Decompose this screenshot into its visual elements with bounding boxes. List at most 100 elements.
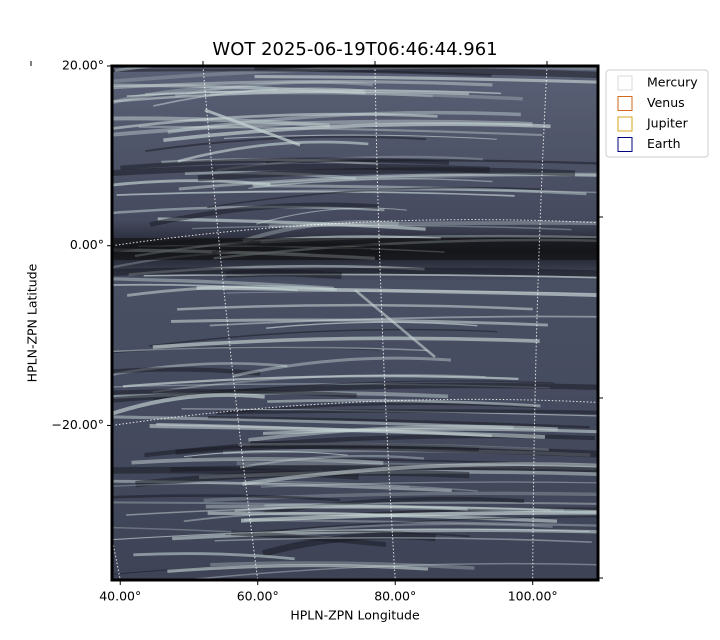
x-tick-label: 40.00°	[99, 589, 141, 604]
chart-title: WOT 2025-06-19T06:46:44.961	[212, 39, 497, 60]
streak	[244, 518, 598, 527]
streak	[112, 163, 490, 177]
y-tick-label: −20.00°	[51, 417, 104, 432]
streak	[205, 504, 598, 514]
x-axis-label: HPLN-ZPN Longitude	[290, 608, 420, 623]
legend-swatch	[617, 116, 633, 132]
streak	[248, 424, 558, 442]
streak	[126, 89, 501, 97]
streak	[156, 422, 492, 438]
image	[112, 66, 598, 580]
streak	[133, 552, 295, 561]
streak	[126, 285, 337, 297]
streak	[126, 506, 551, 516]
right-ticks	[598, 216, 603, 579]
streak	[254, 75, 598, 84]
streak	[152, 336, 540, 349]
streak	[112, 367, 261, 376]
streak	[226, 290, 598, 294]
streak	[197, 167, 576, 182]
streak	[138, 125, 543, 137]
streak	[239, 454, 425, 469]
x-tick-label: 100.00°	[508, 589, 558, 604]
streak	[112, 346, 429, 353]
streak	[157, 217, 426, 231]
streak	[112, 388, 357, 398]
streak	[184, 450, 348, 458]
streak	[177, 303, 533, 311]
x-tick-label: 80.00°	[374, 589, 416, 604]
streak	[231, 530, 387, 548]
streak	[250, 440, 598, 458]
streak	[232, 356, 452, 378]
streak	[238, 442, 549, 452]
streak	[195, 562, 598, 580]
streak	[266, 480, 478, 492]
streak	[215, 189, 598, 194]
streak	[207, 511, 558, 523]
grid-line	[374, 66, 396, 580]
streak	[196, 286, 598, 297]
streak	[112, 112, 438, 130]
streak	[112, 80, 493, 90]
streak	[145, 135, 427, 153]
x-tick-label: 60.00°	[237, 589, 279, 604]
streak	[266, 321, 478, 329]
grid-line	[112, 219, 598, 247]
streak	[112, 346, 380, 354]
streak	[112, 83, 366, 95]
streak	[178, 172, 598, 191]
streak	[267, 399, 541, 408]
legend-label: Mercury	[647, 75, 698, 90]
grid-line	[112, 398, 598, 426]
streak	[114, 66, 281, 73]
legend-label: Earth	[647, 136, 681, 151]
streak	[112, 528, 590, 541]
streak	[112, 85, 278, 105]
streak	[262, 532, 436, 557]
streak	[174, 80, 374, 98]
streak	[210, 561, 475, 570]
streak	[143, 273, 598, 279]
streak	[112, 392, 265, 416]
legend-swatch	[617, 137, 633, 152]
streak	[240, 510, 598, 523]
streak	[192, 224, 572, 231]
streak	[167, 110, 521, 134]
streak	[254, 66, 598, 79]
streak	[122, 375, 519, 388]
streak	[214, 536, 592, 543]
streak	[263, 496, 525, 515]
streak	[149, 328, 498, 347]
streak	[112, 501, 564, 512]
streak	[163, 122, 551, 142]
streak	[135, 469, 470, 488]
grid-line	[202, 66, 259, 580]
streak	[120, 157, 450, 171]
streak	[354, 289, 436, 358]
streak	[112, 382, 598, 403]
legend-label: Jupiter	[646, 116, 689, 131]
y-tick-label: 20.00°	[62, 58, 104, 73]
streak	[207, 415, 590, 429]
legend	[605, 69, 709, 158]
streak	[262, 427, 598, 435]
streak	[112, 119, 533, 137]
legend-label: Venus	[647, 95, 685, 110]
streak	[256, 207, 407, 225]
grid-line	[532, 66, 548, 580]
streak	[153, 87, 365, 107]
y-axis-label: HPLN-ZPN Latitude	[25, 263, 40, 382]
streak	[112, 68, 492, 77]
streak	[116, 190, 515, 197]
streak	[204, 108, 301, 147]
streak	[210, 90, 523, 101]
y-tick-label: 0.00°	[70, 237, 104, 252]
streak	[269, 221, 598, 229]
streak	[112, 267, 342, 280]
streak	[170, 318, 548, 327]
streak	[248, 178, 493, 190]
streak	[183, 511, 398, 523]
streak	[112, 90, 470, 103]
